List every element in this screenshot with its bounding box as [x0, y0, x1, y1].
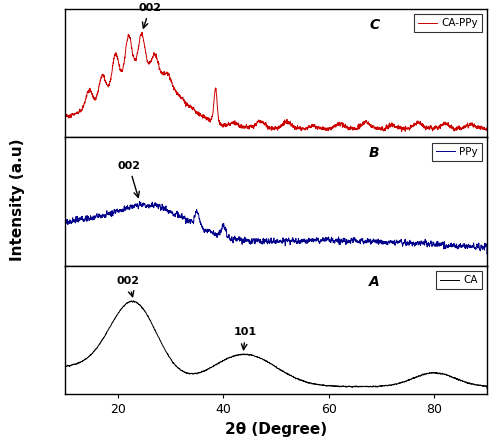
- Text: 101: 101: [233, 327, 257, 350]
- Text: C: C: [369, 18, 379, 32]
- Legend: CA-PPy: CA-PPy: [413, 14, 481, 32]
- Legend: PPy: PPy: [431, 143, 481, 161]
- Text: Intensity (a.u): Intensity (a.u): [10, 138, 25, 260]
- Text: B: B: [368, 146, 379, 160]
- Text: 002: 002: [117, 276, 140, 297]
- X-axis label: 2θ (Degree): 2θ (Degree): [224, 422, 327, 437]
- Legend: CA: CA: [435, 271, 481, 289]
- Text: 002: 002: [117, 161, 140, 198]
- Text: A: A: [368, 275, 379, 289]
- Text: 002: 002: [138, 3, 161, 28]
